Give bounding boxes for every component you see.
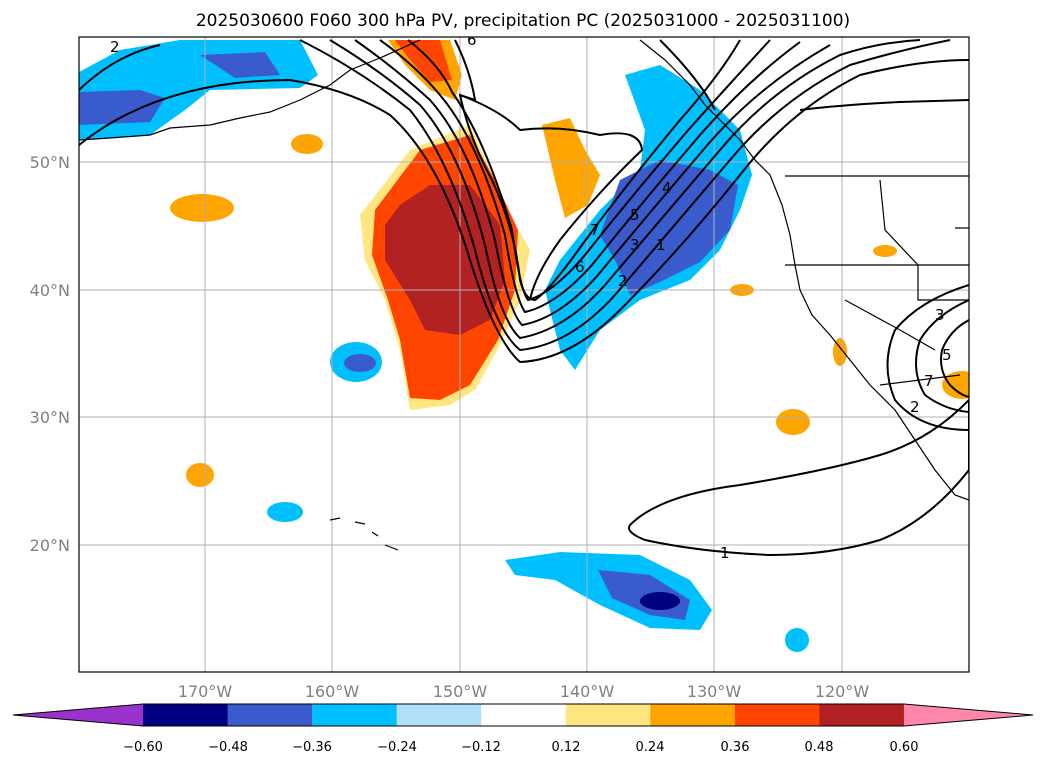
lat-label: 30°N <box>30 408 70 427</box>
contour-label: 6 <box>467 31 477 49</box>
lat-label: 50°N <box>30 153 70 172</box>
contour-label: 2 <box>110 38 120 56</box>
lon-label: 150°W <box>433 682 488 701</box>
precip-positive-142w <box>542 118 600 218</box>
colorbar-segment <box>227 704 313 726</box>
colorbar-tick-label: 0.36 <box>721 740 750 755</box>
latitude-labels: 50°N 40°N 30°N 20°N <box>30 153 70 555</box>
contour-label: 3 <box>630 236 640 254</box>
precip-positive-north-core <box>395 40 452 82</box>
precip-positive-blob-c <box>186 463 214 487</box>
colorbar-segment <box>143 704 229 726</box>
colorbar-tick-label: −0.12 <box>461 740 501 755</box>
contour-label: 7 <box>924 372 934 390</box>
colorbar-tick-labels: −0.60 −0.48 −0.36 −0.24 −0.12 0.12 0.24 … <box>123 740 918 755</box>
colorbar-outline <box>12 703 1034 727</box>
precip-positive-blob-f <box>833 338 847 366</box>
colorbar-segment <box>481 704 567 726</box>
colorbar-segment <box>734 704 820 726</box>
precip-negative-nw-core <box>79 52 280 125</box>
contour-label: 6 <box>575 258 585 276</box>
figure-title: 2025030600 F060 300 hPa PV, precipitatio… <box>196 11 850 31</box>
colorbar-tick-label: −0.48 <box>208 740 248 755</box>
colorbar-segment <box>312 704 398 726</box>
precip-positive-main-core <box>385 185 505 335</box>
colorbar-tick-label: −0.36 <box>292 740 332 755</box>
precip-positive-blob-d <box>776 409 810 435</box>
precip-positive-blob-g <box>873 245 897 257</box>
colorbar-tick-label: −0.24 <box>377 740 417 755</box>
contour-label: 5 <box>942 346 952 364</box>
colorbar-segment <box>565 704 651 726</box>
colorbar-extend-low <box>13 704 143 726</box>
colorbar <box>12 703 1034 727</box>
lon-label: 140°W <box>560 682 615 701</box>
precip-negative-blob-b <box>267 502 303 522</box>
lat-label: 20°N <box>30 536 70 555</box>
lon-label: 170°W <box>178 682 233 701</box>
precip-negative-south-max <box>640 592 680 610</box>
contour-label: 2 <box>910 398 920 416</box>
contour-label: 1 <box>720 544 730 562</box>
contour-label: 1 <box>656 236 666 254</box>
colorbar-tick-label: 0.48 <box>805 740 834 755</box>
contour-label-group: 2 6 7 6 5 4 3 2 1 3 5 7 2 1 <box>110 31 952 562</box>
contour-label: 4 <box>662 179 672 197</box>
precip-negative-blob-a-core <box>344 354 376 372</box>
map-panel: 2 6 7 6 5 4 3 2 1 3 5 7 2 1 <box>79 31 969 672</box>
colorbar-segment <box>650 704 736 726</box>
lon-label: 160°W <box>305 682 360 701</box>
precip-positive-blob-b <box>291 134 323 154</box>
colorbar-tick-label: 0.12 <box>552 740 581 755</box>
lon-label: 120°W <box>815 682 870 701</box>
colorbar-tick-label: 0.60 <box>890 740 919 755</box>
colorbar-tick-label: −0.60 <box>123 740 163 755</box>
contour-label: 7 <box>590 221 600 239</box>
coastlines <box>79 39 969 551</box>
contour-label: 2 <box>618 272 628 290</box>
colorbar-segment <box>396 704 482 726</box>
precip-negative-blob-c <box>785 628 809 652</box>
graticule <box>79 37 969 672</box>
precip-positive-blob-a <box>170 194 234 222</box>
lon-label: 130°W <box>687 682 742 701</box>
contour-label: 3 <box>935 306 945 324</box>
colorbar-segment <box>819 704 905 726</box>
lat-label: 40°N <box>30 281 70 300</box>
colorbar-extend-high <box>903 704 1033 726</box>
colorbar-tick-label: 0.24 <box>636 740 665 755</box>
map-frame <box>78 36 970 673</box>
precip-shading <box>79 40 969 652</box>
precip-positive-blob-h <box>942 371 969 399</box>
pv-contours <box>79 39 969 557</box>
contour-label: 5 <box>630 206 640 224</box>
longitude-labels: 170°W 160°W 150°W 140°W 130°W 120°W <box>178 682 870 701</box>
